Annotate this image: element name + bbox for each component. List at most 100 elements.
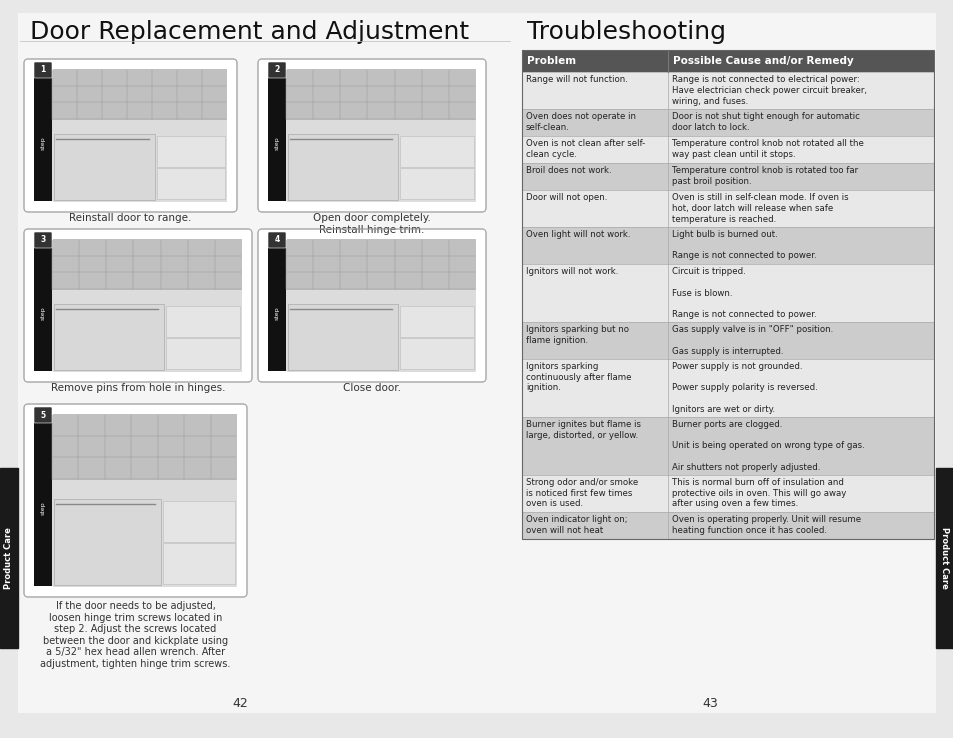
Bar: [262, 371, 287, 378]
Bar: [28, 371, 53, 378]
Text: Gas supply valve is in "OFF" position.

Gas supply is interrupted.: Gas supply valve is in "OFF" position. G…: [671, 325, 832, 356]
Bar: [521, 227, 933, 264]
Text: step: step: [40, 307, 46, 320]
Bar: [0, 468, 18, 648]
Bar: [157, 168, 225, 199]
Bar: [521, 417, 933, 475]
Bar: [521, 475, 933, 512]
Text: Range is not connected to electrical power:
Have electrician check power circuit: Range is not connected to electrical pow…: [671, 75, 866, 106]
Text: step: step: [40, 502, 46, 515]
Bar: [521, 50, 933, 72]
Text: step: step: [274, 137, 279, 151]
FancyBboxPatch shape: [24, 229, 252, 382]
Text: Burner ports are clogged.

Unit is being operated on wrong type of gas.

Air shu: Burner ports are clogged. Unit is being …: [671, 420, 863, 472]
FancyBboxPatch shape: [24, 404, 247, 597]
FancyBboxPatch shape: [262, 62, 287, 70]
Bar: [288, 303, 397, 370]
Text: 2: 2: [274, 66, 279, 75]
Text: Power supply is not grounded.

Power supply polarity is reversed.

Ignitors are : Power supply is not grounded. Power supp…: [671, 362, 817, 414]
Text: Troubleshooting: Troubleshooting: [526, 20, 725, 44]
Bar: [399, 136, 474, 167]
Bar: [28, 586, 53, 593]
Bar: [28, 201, 53, 208]
Text: step: step: [274, 307, 279, 320]
FancyBboxPatch shape: [257, 59, 485, 212]
FancyBboxPatch shape: [262, 232, 287, 240]
Bar: [286, 239, 476, 289]
Text: Broil does not work.: Broil does not work.: [525, 166, 611, 175]
FancyBboxPatch shape: [28, 407, 53, 415]
FancyBboxPatch shape: [28, 232, 53, 240]
Text: Oven is still in self-clean mode. If oven is
hot, door latch will release when s: Oven is still in self-clean mode. If ove…: [671, 193, 848, 224]
Text: Product Care: Product Care: [5, 527, 13, 589]
Text: Possible Cause and/or Remedy: Possible Cause and/or Remedy: [672, 56, 853, 66]
Bar: [399, 338, 474, 369]
Text: 3: 3: [40, 235, 46, 244]
Text: Door Replacement and Adjustment: Door Replacement and Adjustment: [30, 20, 469, 44]
Bar: [521, 190, 933, 227]
Text: Strong odor and/or smoke
is noticed first few times
oven is used.: Strong odor and/or smoke is noticed firs…: [525, 478, 638, 508]
Bar: [521, 136, 933, 163]
Bar: [163, 500, 234, 542]
Bar: [286, 69, 476, 120]
Text: Temperature control knob is rotated too far
past broil position.: Temperature control knob is rotated too …: [671, 166, 858, 186]
Bar: [52, 69, 227, 120]
Bar: [286, 239, 476, 372]
Text: Burner ignites but flame is
large, distorted, or yellow.: Burner ignites but flame is large, disto…: [525, 420, 640, 440]
Text: step: step: [40, 137, 46, 151]
Text: Close door.: Close door.: [343, 383, 400, 393]
Text: Temperature control knob not rotated all the
way past clean until it stops.: Temperature control knob not rotated all…: [671, 139, 863, 159]
Bar: [52, 414, 236, 587]
Bar: [157, 136, 225, 167]
Bar: [54, 134, 155, 200]
Bar: [52, 414, 236, 480]
Text: Light bulb is burned out.

Range is not connected to power.: Light bulb is burned out. Range is not c…: [671, 230, 816, 261]
Bar: [286, 69, 476, 202]
Text: Oven is operating properly. Unit will resume
heating function once it has cooled: Oven is operating properly. Unit will re…: [671, 515, 861, 535]
Text: Oven indicator light on;
oven will not heat: Oven indicator light on; oven will not h…: [525, 515, 627, 535]
FancyBboxPatch shape: [34, 232, 52, 248]
Text: 42: 42: [232, 697, 248, 710]
Text: Ignitors sparking but no
flame ignition.: Ignitors sparking but no flame ignition.: [525, 325, 628, 345]
Bar: [288, 134, 397, 200]
Bar: [52, 239, 242, 372]
Bar: [262, 201, 287, 208]
Bar: [268, 63, 286, 208]
Bar: [54, 303, 164, 370]
Bar: [52, 69, 227, 202]
Bar: [166, 306, 240, 337]
Bar: [521, 512, 933, 539]
Text: Ignitors will not work.: Ignitors will not work.: [525, 267, 618, 276]
Bar: [268, 233, 286, 378]
Text: Open door completely.
Reinstall hinge trim.: Open door completely. Reinstall hinge tr…: [313, 213, 431, 235]
Bar: [399, 306, 474, 337]
Bar: [521, 50, 933, 539]
Text: Oven light will not work.: Oven light will not work.: [525, 230, 630, 239]
Text: Door is not shut tight enough for automatic
door latch to lock.: Door is not shut tight enough for automa…: [671, 112, 859, 132]
Bar: [52, 239, 242, 289]
Text: If the door needs to be adjusted,
loosen hinge trim screws located in
step 2. Ad: If the door needs to be adjusted, loosen…: [40, 601, 231, 669]
Bar: [521, 264, 933, 322]
Text: Reinstall door to range.: Reinstall door to range.: [70, 213, 192, 223]
Bar: [935, 468, 953, 648]
Text: 43: 43: [701, 697, 717, 710]
Bar: [34, 408, 52, 593]
Text: Oven is not clean after self-
clean cycle.: Oven is not clean after self- clean cycl…: [525, 139, 644, 159]
Bar: [399, 168, 474, 199]
FancyBboxPatch shape: [268, 232, 286, 248]
Text: Oven does not operate in
self-clean.: Oven does not operate in self-clean.: [525, 112, 636, 132]
FancyBboxPatch shape: [34, 407, 52, 423]
Text: Circuit is tripped.

Fuse is blown.

Range is not connected to power.: Circuit is tripped. Fuse is blown. Range…: [671, 267, 816, 319]
FancyBboxPatch shape: [24, 59, 236, 212]
Bar: [521, 163, 933, 190]
Text: Product Care: Product Care: [940, 527, 948, 589]
Text: Door will not open.: Door will not open.: [525, 193, 607, 202]
FancyBboxPatch shape: [268, 62, 286, 78]
Bar: [521, 359, 933, 417]
Bar: [521, 72, 933, 109]
FancyBboxPatch shape: [257, 229, 485, 382]
Text: 5: 5: [40, 410, 46, 419]
Bar: [54, 498, 161, 585]
Text: Problem: Problem: [526, 56, 576, 66]
Text: 4: 4: [274, 235, 279, 244]
